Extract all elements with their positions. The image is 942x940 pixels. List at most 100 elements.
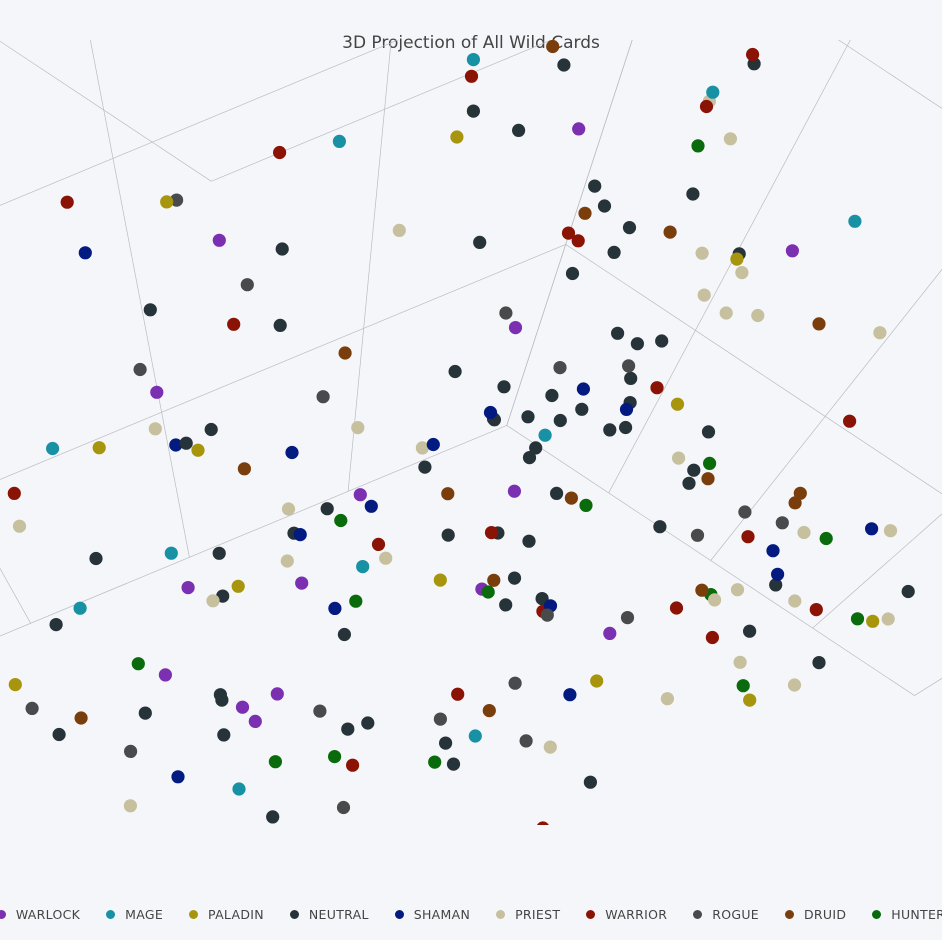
data-point-shaman[interactable] (78, 246, 92, 260)
data-point-priest[interactable] (123, 799, 137, 813)
data-point-neutral[interactable] (583, 775, 598, 789)
data-point-warrior[interactable] (273, 145, 287, 160)
data-point-neutral[interactable] (511, 123, 526, 137)
data-point-warlock[interactable] (212, 233, 226, 247)
data-point-mage[interactable] (538, 428, 552, 442)
data-point-neutral[interactable] (522, 451, 537, 465)
data-point-neutral[interactable] (701, 425, 716, 439)
data-point-shaman[interactable] (576, 382, 591, 396)
data-point-priest[interactable] (873, 326, 887, 340)
data-point-rogue[interactable] (133, 362, 147, 377)
data-point-neutral[interactable] (521, 410, 535, 424)
data-point-priest[interactable] (379, 551, 393, 565)
data-point-paladin[interactable] (743, 693, 757, 707)
data-point-shaman[interactable] (364, 499, 378, 513)
data-point-priest[interactable] (787, 678, 802, 692)
data-point-neutral[interactable] (603, 423, 617, 437)
data-point-rogue[interactable] (690, 528, 705, 542)
data-point-priest[interactable] (351, 421, 365, 435)
data-point-hunter[interactable] (268, 755, 282, 769)
data-point-rogue[interactable] (622, 359, 636, 373)
data-point-priest[interactable] (415, 441, 429, 455)
data-point-neutral[interactable] (687, 463, 701, 477)
data-point-warrior[interactable] (60, 195, 74, 209)
data-point-neutral[interactable] (655, 334, 669, 348)
data-point-paladin[interactable] (450, 130, 464, 144)
data-point-neutral[interactable] (320, 502, 334, 516)
data-point-hunter[interactable] (819, 531, 833, 546)
data-point-warlock[interactable] (181, 581, 195, 595)
data-point-rogue[interactable] (170, 193, 184, 207)
data-point-priest[interactable] (788, 594, 802, 608)
data-point-hunter[interactable] (328, 750, 342, 764)
data-point-paladin[interactable] (231, 579, 245, 593)
data-point-mage[interactable] (335, 883, 348, 896)
data-point-neutral[interactable] (545, 388, 559, 403)
data-point-warrior[interactable] (741, 530, 755, 544)
data-point-rogue[interactable] (519, 734, 533, 748)
data-point-mage[interactable] (299, 874, 312, 887)
data-point-shaman[interactable] (771, 567, 785, 581)
data-point-rogue[interactable] (316, 390, 330, 404)
data-point-rogue[interactable] (433, 712, 447, 726)
data-point-mage[interactable] (332, 134, 346, 148)
data-point-warlock[interactable] (235, 700, 250, 714)
data-point-neutral[interactable] (550, 486, 564, 500)
data-point-warrior[interactable] (809, 603, 823, 617)
data-point-druid[interactable] (564, 491, 579, 505)
data-point-shaman[interactable] (328, 601, 342, 616)
data-point-neutral[interactable] (337, 627, 351, 642)
data-point-rogue[interactable] (775, 516, 789, 530)
data-point-hunter[interactable] (691, 139, 705, 153)
data-point-warlock[interactable] (507, 484, 521, 498)
data-point-paladin[interactable] (191, 443, 205, 457)
data-point-shaman[interactable] (285, 445, 299, 460)
data-point-neutral[interactable] (507, 571, 522, 585)
legend-item-hunter[interactable]: HUNTER (872, 907, 942, 922)
data-point-druid[interactable] (695, 583, 709, 597)
data-point-neutral[interactable] (686, 187, 700, 201)
data-point-neutral[interactable] (341, 722, 355, 736)
data-point-warrior[interactable] (451, 687, 465, 701)
data-point-neutral[interactable] (624, 371, 638, 385)
data-point-priest[interactable] (723, 132, 738, 146)
data-point-hunter[interactable] (334, 513, 348, 528)
data-point-hunter[interactable] (850, 612, 865, 626)
data-point-priest[interactable] (148, 422, 162, 436)
data-point-neutral[interactable] (52, 727, 66, 742)
data-point-paladin[interactable] (92, 441, 106, 455)
data-point-warrior[interactable] (346, 758, 360, 772)
data-point-warrior[interactable] (7, 486, 21, 500)
data-point-mage[interactable] (46, 441, 60, 456)
data-point-shaman[interactable] (171, 770, 185, 784)
data-point-warlock[interactable] (353, 488, 367, 502)
data-point-rogue[interactable] (240, 278, 254, 292)
data-point-priest[interactable] (206, 594, 220, 608)
data-point-mage[interactable] (848, 214, 862, 228)
legend-item-druid[interactable]: DRUID (784, 907, 846, 922)
data-point-hunter[interactable] (349, 594, 363, 608)
data-point-warlock[interactable] (785, 244, 800, 258)
data-point-mage[interactable] (73, 601, 87, 615)
data-point-neutral[interactable] (49, 618, 63, 632)
data-point-neutral[interactable] (597, 199, 612, 213)
data-point-druid[interactable] (74, 711, 88, 725)
data-point-neutral[interactable] (630, 337, 645, 351)
data-point-neutral[interactable] (497, 380, 511, 394)
data-point-priest[interactable] (883, 524, 898, 538)
data-point-priest[interactable] (672, 451, 686, 465)
data-point-hunter[interactable] (428, 755, 442, 769)
data-point-priest[interactable] (697, 288, 711, 302)
data-point-druid[interactable] (812, 317, 826, 331)
data-point-neutral[interactable] (769, 578, 783, 592)
data-point-rogue[interactable] (312, 20, 325, 33)
data-point-paladin[interactable] (730, 252, 744, 266)
data-point-neutral[interactable] (273, 318, 287, 332)
data-point-priest[interactable] (797, 525, 811, 540)
data-point-warrior[interactable] (536, 821, 549, 834)
data-point-shaman[interactable] (169, 438, 183, 452)
data-point-druid[interactable] (237, 462, 251, 476)
data-point-neutral[interactable] (473, 235, 487, 249)
data-point-warlock[interactable] (295, 576, 309, 590)
data-point-shaman[interactable] (563, 688, 577, 702)
